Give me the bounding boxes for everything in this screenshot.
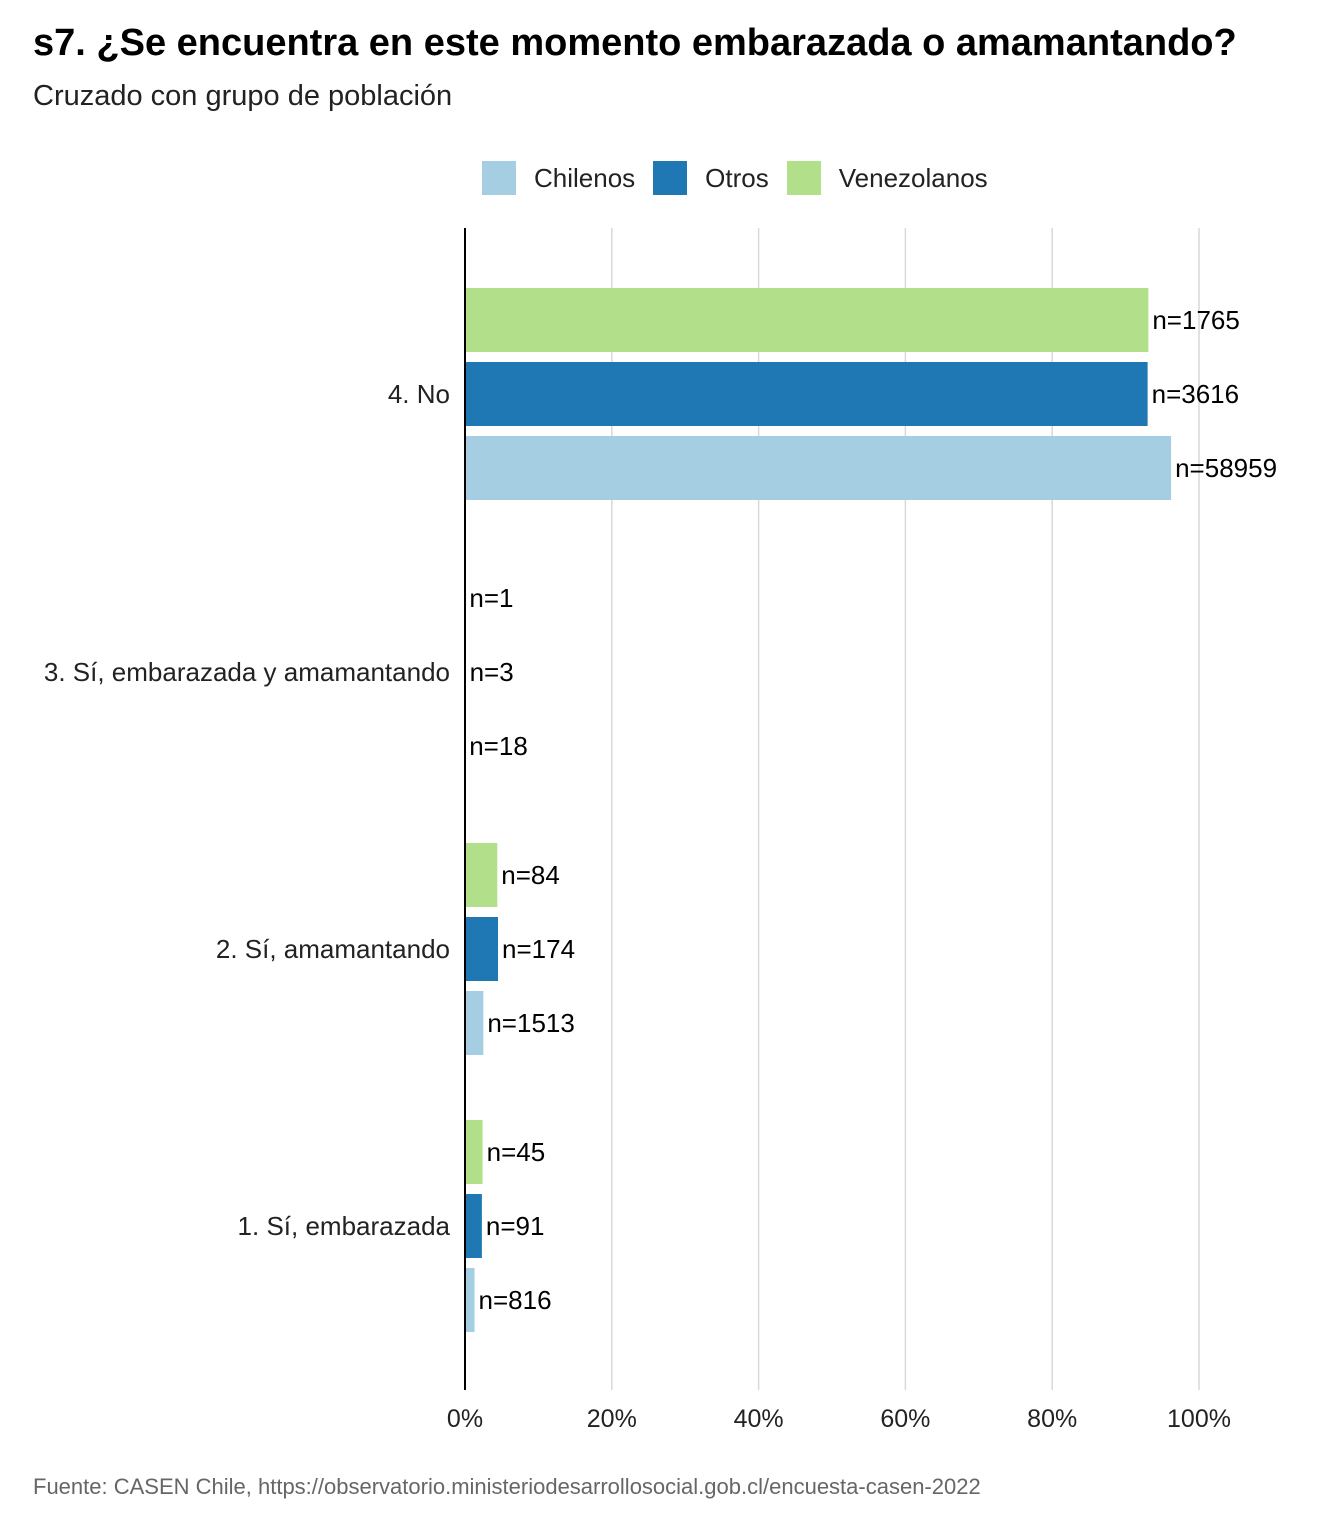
legend-item-venezolanos: Venezolanos bbox=[786, 161, 988, 195]
legend-item-otros: Otros bbox=[653, 161, 769, 195]
data-label: n=1513 bbox=[487, 1008, 574, 1038]
chart-caption: Fuente: CASEN Chile, https://observatori… bbox=[33, 1474, 981, 1499]
x-tick-label: 40% bbox=[734, 1405, 784, 1433]
bar bbox=[465, 1120, 483, 1184]
data-label: n=1 bbox=[469, 583, 513, 613]
chart-subtitle: Cruzado con grupo de población bbox=[33, 80, 453, 112]
legend-item-chilenos: Chilenos bbox=[482, 161, 635, 195]
bar bbox=[465, 991, 484, 1055]
bar bbox=[465, 288, 1149, 352]
data-label: n=174 bbox=[502, 934, 575, 964]
data-label: n=91 bbox=[486, 1211, 545, 1241]
category-label: 4. No bbox=[388, 379, 450, 409]
legend-label-chilenos: Chilenos bbox=[534, 162, 636, 193]
data-label: n=45 bbox=[487, 1137, 546, 1167]
bar bbox=[465, 843, 498, 907]
bar bbox=[465, 1268, 475, 1332]
data-label: n=3616 bbox=[1152, 379, 1239, 409]
x-tick-label: 0% bbox=[447, 1405, 483, 1433]
category-label: 3. Sí, embarazada y amamantando bbox=[44, 657, 450, 687]
bar bbox=[465, 1194, 482, 1258]
data-label: n=58959 bbox=[1175, 453, 1277, 483]
x-tick-label: 80% bbox=[1027, 1405, 1077, 1433]
data-label: n=3 bbox=[470, 657, 514, 687]
legend-swatch-otros bbox=[653, 161, 688, 195]
bar bbox=[465, 362, 1148, 426]
legend-label-otros: Otros bbox=[705, 162, 769, 193]
category-label: 1. Sí, embarazada bbox=[238, 1211, 451, 1241]
chart-title: s7. ¿Se encuentra en este momento embara… bbox=[33, 22, 1237, 64]
bar bbox=[465, 436, 1172, 500]
data-label: n=18 bbox=[469, 731, 528, 761]
category-label: 2. Sí, amamantando bbox=[216, 934, 450, 964]
data-label: n=84 bbox=[501, 860, 560, 890]
x-tick-label: 60% bbox=[880, 1405, 930, 1433]
x-tick-label: 20% bbox=[587, 1405, 637, 1433]
data-label: n=1765 bbox=[1152, 305, 1239, 335]
x-tick-label: 100% bbox=[1167, 1405, 1231, 1433]
legend-label-venezolanos: Venezolanos bbox=[838, 162, 988, 193]
data-label: n=816 bbox=[479, 1285, 552, 1315]
bar bbox=[465, 917, 499, 981]
legend-swatch-venezolanos bbox=[786, 161, 821, 195]
legend-swatch-chilenos bbox=[482, 161, 516, 195]
chart-legend: Chilenos Otros Venezolanos bbox=[482, 160, 1006, 196]
